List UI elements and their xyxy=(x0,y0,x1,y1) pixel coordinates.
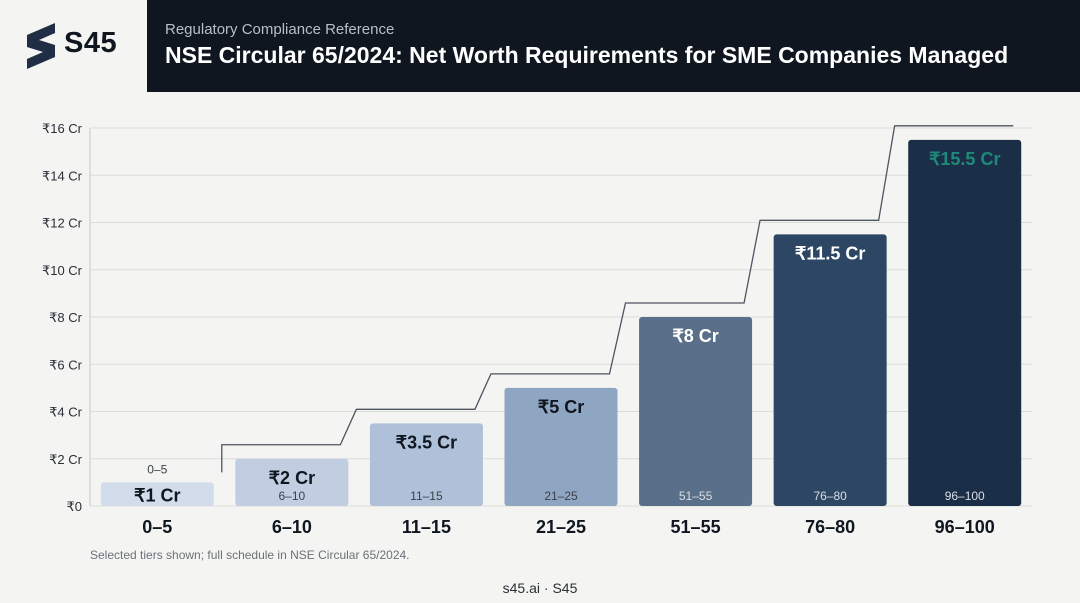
bar xyxy=(773,234,887,506)
y-tick-label: ₹6 Cr xyxy=(49,357,83,372)
y-tick-label: ₹4 Cr xyxy=(49,405,83,420)
bar xyxy=(235,458,349,506)
bar-inner-label: 21–25 xyxy=(544,489,578,503)
bar-value-label: ₹2 Cr xyxy=(269,468,315,488)
bar-value-label: ₹8 Cr xyxy=(672,326,718,346)
bar xyxy=(639,317,753,506)
x-category-label: 51–55 xyxy=(671,517,721,537)
header-banner: Regulatory Compliance Reference NSE Circ… xyxy=(147,0,1080,92)
bar-inner-label: 76–80 xyxy=(813,489,847,503)
x-category-label: 6–10 xyxy=(272,517,312,537)
bar-inner-label: 96–100 xyxy=(945,489,985,503)
brand-block: S45 xyxy=(0,0,147,92)
bar-value-label: ₹11.5 Cr xyxy=(795,243,866,263)
brand-name: S45 xyxy=(64,27,118,59)
page-title: NSE Circular 65/2024: Net Worth Requirem… xyxy=(165,42,1009,68)
bar-value-label: ₹3.5 Cr xyxy=(396,432,457,452)
bar-inner-label: 11–15 xyxy=(410,489,443,503)
bar-chart: ₹0 ₹2 Cr ₹4 Cr ₹6 Cr ₹8 Cr ₹10 Cr ₹12 Cr ₹14 Cr… xyxy=(42,121,1032,537)
x-category-label: 0–5 xyxy=(142,517,172,537)
chart-footnote: Selected tiers shown; full schedule in N… xyxy=(90,548,410,562)
source-credit: s45.ai · S45 xyxy=(502,580,578,596)
y-tick-label: ₹16 Cr xyxy=(42,121,83,136)
header-subtitle: Regulatory Compliance Reference xyxy=(165,21,395,38)
bar-inner-label: 6–10 xyxy=(279,489,306,503)
bar xyxy=(369,423,483,506)
y-tick-label: ₹0 xyxy=(66,499,82,514)
bar xyxy=(908,139,1022,506)
bar xyxy=(504,387,618,506)
y-tick-label: ₹12 Cr xyxy=(42,216,83,231)
x-category-label: 76–80 xyxy=(805,517,855,537)
y-tick-label: ₹14 Cr xyxy=(42,168,83,183)
y-tick-label: ₹2 Cr xyxy=(49,452,83,467)
step-line xyxy=(221,125,1014,473)
y-tick-label: ₹8 Cr xyxy=(49,310,83,325)
bar-value-label: ₹1 Cr xyxy=(134,485,180,505)
bar-value-label: ₹15.5 Cr xyxy=(929,149,1001,169)
x-category-label: 96–100 xyxy=(935,517,995,537)
x-category-label: 11–15 xyxy=(402,517,451,537)
s45-logo-icon xyxy=(27,23,55,69)
y-tick-label: ₹10 Cr xyxy=(42,263,83,278)
x-category-label: 21–25 xyxy=(536,517,586,537)
bar xyxy=(100,482,214,506)
bar-inner-label: 51–55 xyxy=(679,489,713,503)
bar-inner-label: 0–5 xyxy=(147,462,167,476)
bar-value-label: ₹5 Cr xyxy=(538,397,584,417)
